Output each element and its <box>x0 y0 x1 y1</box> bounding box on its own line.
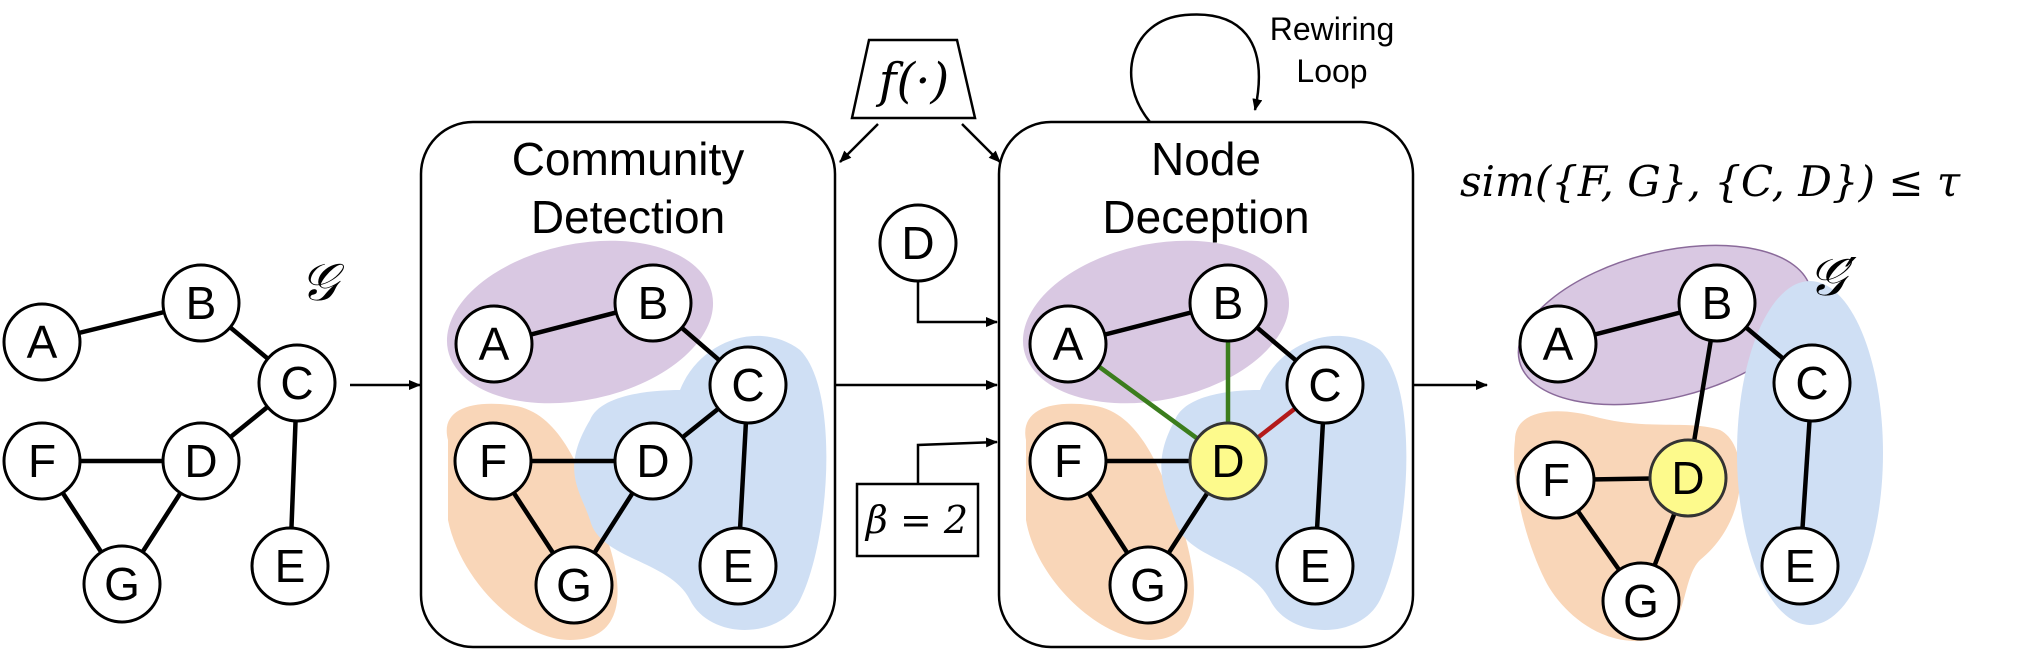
svg-text:G: G <box>556 559 592 611</box>
function-box: f(·) <box>850 38 977 120</box>
svg-text:D: D <box>901 217 934 269</box>
rewiring-loop-label-line2: Loop <box>1296 53 1367 89</box>
graph-node-b: B <box>613 263 693 343</box>
similarity-condition: sim({F, G}, {C, D}) ≤ τ <box>1460 157 1961 206</box>
budget-label: β = 2 <box>864 498 968 542</box>
svg-text:D: D <box>636 435 669 487</box>
graph-node-c: C <box>1285 345 1365 425</box>
target-node: D <box>878 203 958 283</box>
graph-node-g: G <box>82 544 162 624</box>
node-deception-title-line1: Node <box>1151 133 1261 185</box>
graph-node-c: C <box>257 343 337 423</box>
deceptive-node-d: D <box>1648 438 1728 518</box>
svg-text:G: G <box>104 558 140 610</box>
svg-text:C: C <box>1308 359 1341 411</box>
svg-text:E: E <box>275 540 306 592</box>
community-detection-title-line2: Detection <box>531 191 725 243</box>
graph-node-a: A <box>454 304 534 384</box>
svg-text:F: F <box>1542 454 1570 506</box>
svg-text:E: E <box>1785 540 1816 592</box>
svg-text:C: C <box>1795 357 1828 409</box>
graph-node-e: E <box>1275 526 1355 606</box>
graph-node-e: E <box>250 526 330 606</box>
rewiring-loop-arrow <box>1129 13 1263 123</box>
deceptive-node-d: D <box>1188 421 1268 501</box>
graph-node-e: E <box>1760 526 1840 606</box>
function-trapezoid <box>850 38 977 120</box>
graph-node-b: B <box>1677 263 1757 343</box>
svg-text:D: D <box>1671 452 1704 504</box>
graph-node-g: G <box>534 545 614 625</box>
svg-text:B: B <box>1702 277 1733 329</box>
svg-text:F: F <box>28 435 56 487</box>
output-graph-label: 𝒢′ <box>1808 248 1857 308</box>
node-deception-box <box>997 120 1415 649</box>
community-detection-title-line1: Community <box>512 133 745 185</box>
graph-node-e: E <box>698 526 778 606</box>
graph-node-g: G <box>1601 561 1681 641</box>
svg-text:A: A <box>1543 318 1574 370</box>
svg-text:A: A <box>1053 318 1084 370</box>
budget-rect <box>855 482 980 558</box>
svg-text:F: F <box>1054 435 1082 487</box>
graph-node-a: A <box>1028 304 1108 384</box>
graph-node-f: F <box>453 421 533 501</box>
svg-text:G: G <box>1623 575 1659 627</box>
arrow-budget-to-deception <box>916 437 998 484</box>
node-deception-title-line2: Deception <box>1102 191 1309 243</box>
graph-node-f: F <box>1516 440 1596 520</box>
graph-node-d: D <box>613 421 693 501</box>
graph-node-f: F <box>2 421 82 501</box>
svg-text:C: C <box>280 357 313 409</box>
svg-text:B: B <box>186 277 217 329</box>
budget-box: β = 2 <box>855 482 980 558</box>
graph-node-a: A <box>1518 304 1598 384</box>
graph-node-b: B <box>1188 263 1268 343</box>
function-label: f(·) <box>876 53 949 109</box>
graph-node-g: G <box>1108 545 1188 625</box>
output-graph: A B C D E F G 𝒢′ <box>1514 244 1883 642</box>
svg-text:D: D <box>184 435 217 487</box>
arrow-f-to-community <box>839 123 879 163</box>
graph-node-c: C <box>708 345 788 425</box>
svg-text:C: C <box>731 359 764 411</box>
community-detection-panel: Community Detection A B C D E F G <box>419 120 837 649</box>
graph-node-c: C <box>1772 343 1852 423</box>
rewiring-loop-label-line1: Rewiring <box>1270 11 1394 47</box>
arrow-target-to-deception <box>916 281 998 327</box>
svg-text:E: E <box>1300 540 1331 592</box>
svg-text:G: G <box>1130 559 1166 611</box>
graph-node-a: A <box>2 302 82 382</box>
graph-node-f: F <box>1028 421 1108 501</box>
svg-text:F: F <box>479 435 507 487</box>
svg-text:D: D <box>1211 435 1244 487</box>
graph-node-d: D <box>161 421 241 501</box>
node-deception-panel: Node Deception A B C D E F G <box>997 120 1415 649</box>
input-graph-label: 𝒢 <box>300 253 345 313</box>
input-graph: A B C D E F G 𝒢 <box>2 253 345 624</box>
svg-text:A: A <box>27 316 58 368</box>
graph-node-b: B <box>161 263 241 343</box>
svg-text:B: B <box>1213 277 1244 329</box>
svg-text:E: E <box>723 540 754 592</box>
svg-text:A: A <box>479 318 510 370</box>
arrow-f-to-deception <box>961 123 1001 163</box>
svg-text:B: B <box>638 277 669 329</box>
